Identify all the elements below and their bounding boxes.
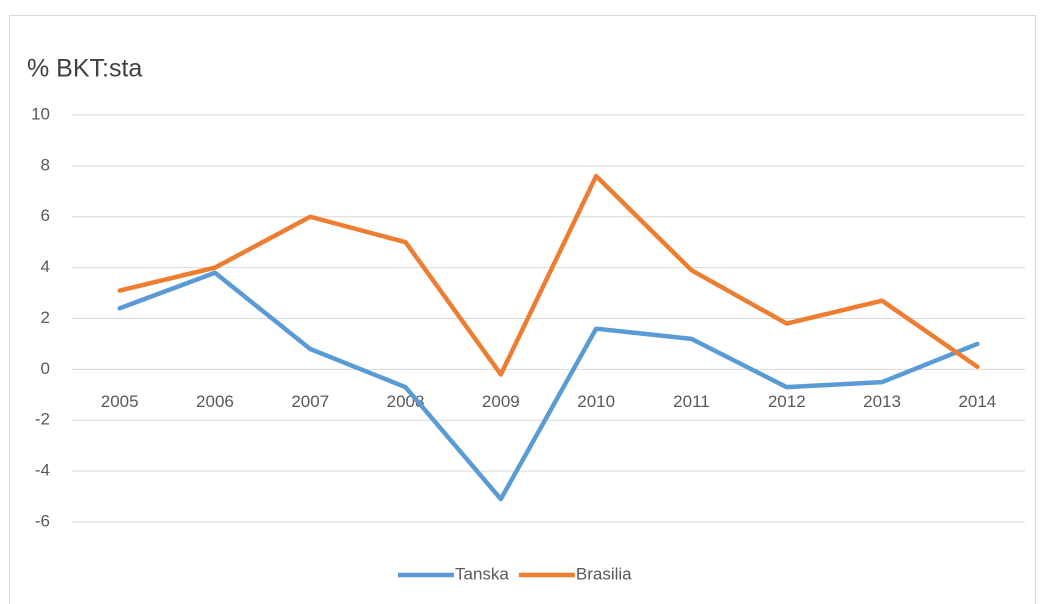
- x-tick-label: 2010: [577, 392, 615, 411]
- chart-frame: [9, 15, 1036, 604]
- y-tick-label: -6: [35, 511, 50, 530]
- y-tick-label: 6: [41, 206, 50, 225]
- legend-label: Brasilia: [576, 564, 632, 583]
- y-tick-label: -2: [35, 410, 50, 429]
- chart-title: % BKT:sta: [27, 55, 142, 83]
- x-tick-label: 2013: [863, 392, 901, 411]
- y-tick-label: 2: [41, 308, 50, 327]
- y-tick-label: 10: [31, 104, 50, 123]
- y-tick-label: -4: [35, 461, 50, 480]
- x-tick-label: 2012: [768, 392, 806, 411]
- y-tick-label: 4: [41, 257, 50, 276]
- x-tick-label: 2014: [958, 392, 996, 411]
- series-line: [117, 173, 980, 377]
- legend-label: Tanska: [455, 564, 509, 583]
- series-line: [117, 270, 980, 502]
- x-tick-label: 2009: [482, 392, 520, 411]
- x-tick-label: 2011: [673, 392, 710, 411]
- y-tick-label: 8: [41, 155, 50, 174]
- x-tick-label: 2005: [101, 392, 139, 411]
- x-tick-label: 2006: [196, 392, 234, 411]
- y-tick-label: 0: [41, 359, 50, 378]
- x-tick-label: 2007: [291, 392, 329, 411]
